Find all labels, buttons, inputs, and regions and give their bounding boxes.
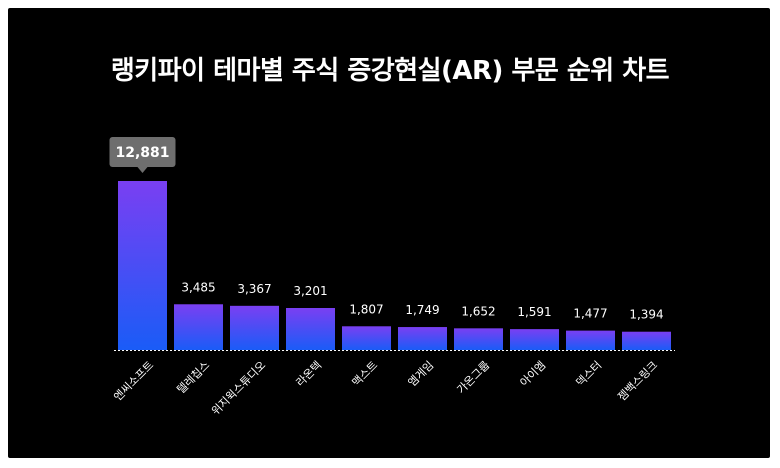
value-label-9: 1,477	[573, 307, 607, 321]
bars-group	[118, 181, 671, 350]
category-label-7: 가온그룹	[454, 359, 492, 397]
bar-9	[566, 330, 615, 350]
bar-2	[174, 304, 223, 350]
bar-6	[398, 327, 447, 350]
value-label-6: 1,749	[405, 303, 439, 317]
bar-10	[622, 331, 671, 350]
category-label-4: 라온텍	[294, 359, 325, 390]
value-label-5: 1,807	[349, 302, 383, 316]
value-label-7: 1,652	[461, 304, 495, 318]
category-label-8: 아이엠	[518, 359, 549, 390]
bar-1	[118, 181, 167, 350]
value-label-1: 12,881	[115, 145, 169, 161]
bar-4	[286, 308, 335, 350]
bar-7	[454, 328, 503, 350]
labels-group: 12,881 엔씨소프트 3,485 텔레칩스 3,367 위지윅스튜디오 3,201 라온텍…	[109, 137, 664, 418]
value-callout-pointer	[137, 167, 148, 173]
value-label-2: 3,485	[181, 280, 215, 294]
category-label-3: 위지윅스튜디오	[209, 359, 268, 418]
category-label-2: 텔레칩스	[174, 359, 212, 397]
bar-3	[230, 305, 279, 350]
category-label-1: 엔씨소프트	[111, 359, 156, 404]
value-callout-box	[109, 137, 176, 167]
value-label-3: 3,367	[237, 282, 271, 296]
value-label-4: 3,201	[293, 284, 327, 298]
bar-8	[510, 329, 559, 350]
category-label-6: 엠게임	[406, 359, 437, 390]
bar-5	[342, 326, 391, 350]
category-label-5: 맥스트	[350, 359, 381, 390]
category-label-9: 덱스터	[574, 359, 605, 390]
category-label-10: 젬백스링크	[615, 359, 660, 404]
value-label-8: 1,591	[517, 305, 551, 319]
chart-title: 랭키파이 테마별 주식 증강현실(AR) 부문 순위 차트	[110, 56, 670, 86]
value-label-10: 1,394	[629, 308, 663, 322]
